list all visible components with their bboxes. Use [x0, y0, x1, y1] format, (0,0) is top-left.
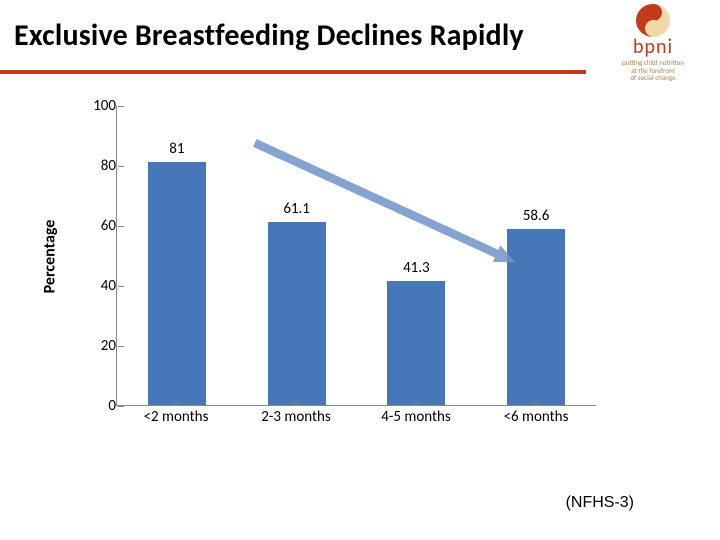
y-tick: 20: [80, 337, 116, 355]
x-axis-ticks: <2 months2-3 months4-5 months<6 months: [116, 408, 596, 426]
bar: [148, 162, 206, 405]
bar-value-label: 61.1: [283, 200, 310, 218]
source-label: (NFHS-3): [566, 494, 634, 512]
y-tick: 40: [80, 277, 116, 295]
x-tick: <2 months: [116, 408, 236, 426]
logo: bpni putting child nutrition at the fore…: [594, 2, 712, 82]
y-axis-label: Percentage: [40, 106, 60, 406]
bar-value-label: 58.6: [523, 207, 550, 225]
x-tick: 4-5 months: [356, 408, 476, 426]
y-tick: 80: [80, 157, 116, 175]
bar-slot: 81: [117, 140, 237, 405]
y-axis-ticks: 020406080100: [80, 106, 116, 406]
bar: [387, 281, 445, 405]
bars-group: 81 61.1 41.3 58.6: [117, 106, 596, 405]
bar-slot: 58.6: [476, 207, 596, 405]
bar-slot: 61.1: [237, 200, 357, 405]
title-box: Exclusive Breastfeeding Declines Rapidly: [0, 0, 586, 70]
slide-title: Exclusive Breastfeeding Declines Rapidly: [0, 17, 524, 54]
x-tick: 2-3 months: [236, 408, 356, 426]
bar-value-label: 41.3: [403, 259, 430, 277]
y-tick: 100: [80, 97, 116, 115]
slide: Exclusive Breastfeeding Declines Rapidly…: [0, 0, 720, 540]
chart: Percentage 020406080100 8161.141.358.6 <…: [48, 106, 608, 456]
bar: [268, 222, 326, 405]
bar: [507, 229, 565, 405]
plot-frame: 81 61.1 41.3 58.6: [116, 106, 596, 406]
bar-value-label: 81: [169, 140, 184, 158]
x-tick: <6 months: [476, 408, 596, 426]
y-tick: 60: [80, 217, 116, 235]
bar-slot: 41.3: [357, 259, 477, 405]
logo-tagline: putting child nutrition at the forefront…: [622, 59, 684, 82]
title-region: Exclusive Breastfeeding Declines Rapidly…: [0, 0, 720, 74]
logo-icon: [636, 4, 670, 37]
logo-brand: bpni: [633, 37, 673, 57]
y-tick: 0: [80, 397, 116, 415]
